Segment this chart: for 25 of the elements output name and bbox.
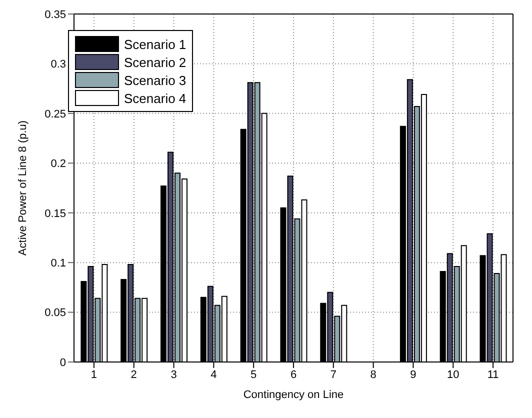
y-tick-label: 0.35 [44, 8, 66, 21]
x-axis-title: Contingency on Line [243, 389, 344, 401]
x-tick-label: 1 [90, 368, 98, 381]
x-tick-label: 10 [447, 368, 460, 381]
y-tick-label: 0.05 [44, 307, 66, 320]
x-tick-label: 11 [487, 368, 499, 381]
x-tick-label: 5 [250, 368, 257, 381]
x-tick-label: 2 [130, 368, 137, 381]
x-tick-label: 9 [410, 368, 416, 381]
y-tick-label: 0 [60, 356, 66, 369]
y-tick-label: 0.2 [50, 158, 66, 170]
y-tick-label: 0.15 [44, 208, 66, 220]
x-tick-label: 8 [370, 368, 376, 381]
y-tick-label: 0.1 [50, 257, 66, 270]
x-tick-label: 4 [210, 368, 217, 381]
legend-label: Scenario 3 [124, 72, 186, 88]
legend-label: Scenario 4 [124, 90, 186, 106]
x-tick-label: 3 [170, 368, 177, 381]
y-axis-title: Active Power of Line 8 (p.u) [16, 120, 29, 256]
legend-label: Scenario 2 [124, 54, 186, 70]
legend-label: Scenario 1 [124, 36, 186, 52]
x-tick-label: 6 [290, 368, 297, 381]
x-tick-label: 7 [330, 368, 336, 381]
y-tick-label: 0.25 [44, 108, 66, 120]
y-tick-label: 0.3 [50, 58, 66, 71]
